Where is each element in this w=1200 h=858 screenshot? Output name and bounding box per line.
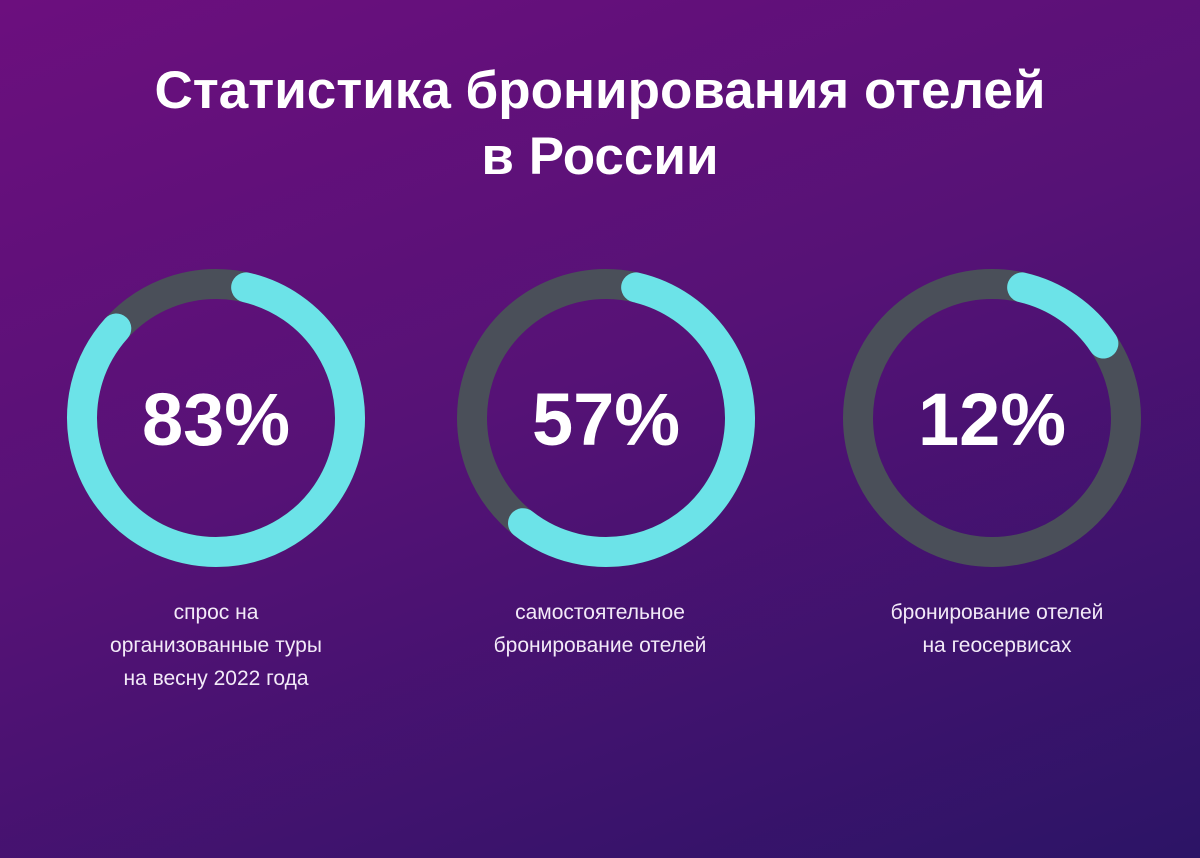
donut-value-1: 83% bbox=[141, 378, 291, 461]
donut-caption-2-line-2: бронирование отелей bbox=[493, 634, 707, 657]
donut-caption-1-line-2: организованные туры bbox=[110, 634, 322, 657]
donut-chart-3: 12% bbox=[842, 268, 1142, 568]
page-title: Статистика бронирования отелей в России bbox=[0, 58, 1200, 190]
title-line-2: в России bbox=[481, 127, 719, 186]
donut-track-3 bbox=[843, 269, 1141, 567]
donut-caption-1-line-3: на весну 2022 года bbox=[123, 667, 309, 690]
donut-chart-1-svg bbox=[66, 269, 365, 567]
donut-caption-2: самостоятельное бронирование отелей bbox=[430, 596, 770, 662]
donut-progress-2 bbox=[457, 269, 755, 567]
donut-chart-2: 57% bbox=[456, 268, 756, 568]
donut-caption-3-line-2: на геосервисах bbox=[922, 634, 1072, 657]
donut-chart-2-svg bbox=[457, 269, 755, 567]
donut-progress-1 bbox=[66, 269, 365, 567]
donut-chart-1: 83% bbox=[66, 268, 366, 568]
donut-caption-1-line-1: спрос на bbox=[173, 601, 259, 624]
title-line-1: Статистика бронирования отелей bbox=[154, 61, 1046, 120]
donut-value-3: 12% bbox=[917, 378, 1067, 461]
donut-chart-3-svg bbox=[843, 269, 1141, 567]
donut-caption-3: бронирование отелей на геосервисах bbox=[827, 596, 1167, 662]
donut-progress-3 bbox=[843, 269, 1141, 567]
donut-caption-3-line-1: бронирование отелей bbox=[890, 601, 1104, 624]
donut-value-2: 57% bbox=[531, 378, 681, 461]
donut-caption-2-line-1: самостоятельное bbox=[515, 601, 685, 624]
donut-caption-1: спрос на организованные туры на весну 20… bbox=[46, 596, 386, 695]
